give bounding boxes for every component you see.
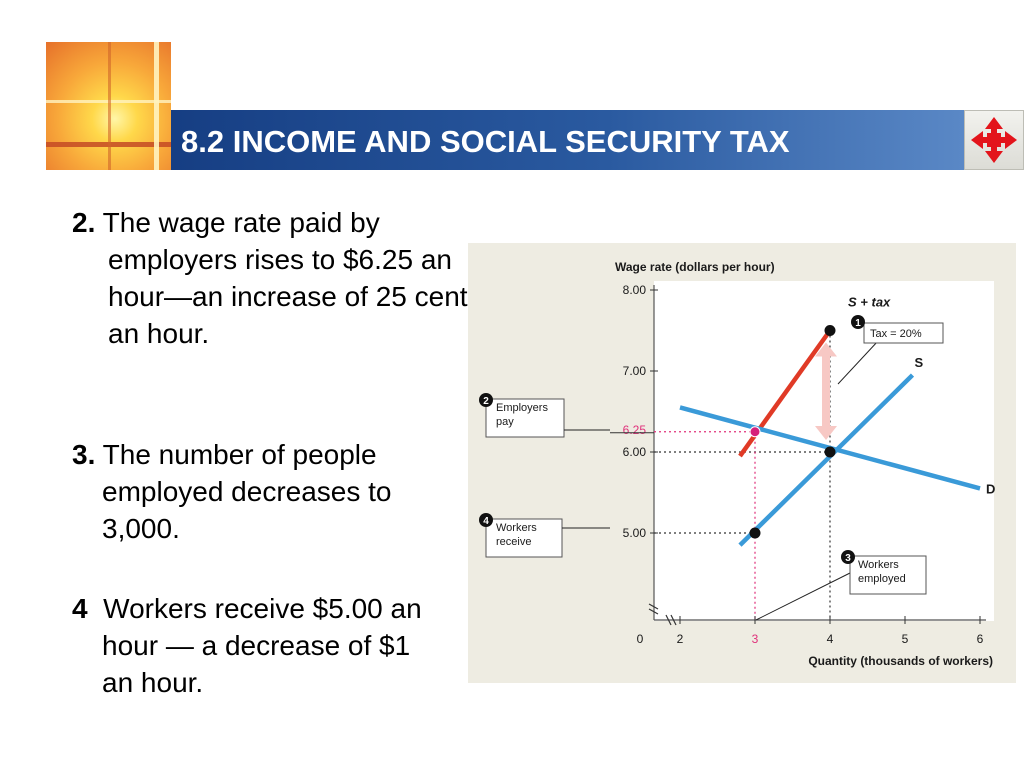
callout-tax-box: [863, 322, 944, 344]
y-tick-label: 8.00: [623, 283, 647, 297]
navigation-button[interactable]: [964, 110, 1024, 170]
callout-receive-box: [485, 518, 563, 558]
callout-marker-number: 4: [483, 516, 489, 527]
callout-tax: 1 Tax = 20%: [837, 315, 944, 385]
callout-tax-leader: [837, 340, 879, 385]
chart-panel: Wage rate (dollars per hour) Quantity (t…: [468, 243, 1016, 683]
labor-market-chart: Wage rate (dollars per hour) Quantity (t…: [479, 260, 995, 668]
callout-workers-receive: 4 Workers receive: [479, 513, 610, 558]
x-axis-break: [665, 614, 677, 626]
y-axis-break: [648, 603, 659, 615]
title-bar: 8.2 INCOME AND SOCIAL SECURITY TAX: [171, 110, 964, 170]
slide-title: 8.2 INCOME AND SOCIAL SECURITY TAX: [181, 124, 790, 159]
callout-marker-number: 3: [845, 553, 851, 564]
y-axis-label: Wage rate (dollars per hour): [615, 260, 775, 274]
bullet-text: Workers receive $5.00 an hour — a decrea…: [102, 593, 422, 698]
tax-arrow-head-up: [815, 342, 837, 357]
callout-employed-box: [849, 555, 927, 595]
data-point: [749, 527, 761, 539]
callout-tax-text: Tax = 20%: [870, 328, 922, 340]
x-tick-label: 4: [827, 632, 834, 646]
tax-arrow-shaft: [822, 352, 830, 430]
callout-marker-number: 1: [855, 318, 861, 329]
bullet-text: The wage rate paid by employers rises to…: [102, 207, 482, 349]
bullet-number: 3.: [72, 439, 96, 470]
data-point: [824, 325, 836, 336]
bullet-item-2: 2. The wage rate paid by employers rises…: [72, 204, 483, 352]
callout-marker-number: 2: [483, 396, 489, 407]
series-line-s: [738, 373, 915, 547]
y-tick-label: 7.00: [623, 364, 647, 378]
x-tick-label: 5: [902, 632, 909, 646]
series-label: S: [915, 355, 924, 370]
callout-employed-text: Workers employed: [858, 559, 906, 585]
x-origin-label: 0: [637, 632, 644, 646]
callout-marker-2: [479, 393, 493, 407]
bullet-item-4: 4 Workers receive $5.00 an hour — a decr…: [72, 590, 432, 701]
y-tick-label-highlight: 6.25: [623, 423, 647, 437]
data-point: [824, 446, 836, 458]
x-tick-label: 3: [752, 632, 759, 646]
bullet-item-3: 3. The number of people employed decreas…: [72, 436, 477, 547]
four-arrow-navigation-icon: [971, 117, 1017, 163]
series-label: S + tax: [848, 295, 891, 310]
callout-receive-text: Workers receive: [496, 522, 537, 548]
data-point: [749, 426, 761, 438]
tax-arrow-head-down: [815, 426, 837, 440]
callout-marker-1: [851, 315, 865, 329]
y-tick-label: 6.00: [623, 445, 647, 459]
x-tick-label: 2: [677, 632, 684, 646]
series-label: D: [986, 481, 995, 496]
callout-employers-box: [485, 398, 565, 438]
callout-workers-employed: 3 Workers employed: [755, 550, 927, 621]
callout-employers-text: Employers pay: [496, 402, 548, 428]
callout-marker-3: [841, 550, 855, 564]
bullet-number: 4: [72, 593, 88, 624]
bullet-text: The number of people employed decreases …: [102, 439, 392, 544]
y-tick-label: 5.00: [623, 526, 647, 540]
callout-employed-leader: [755, 572, 851, 621]
callout-marker-4: [479, 513, 493, 527]
cross-logo-icon: [46, 42, 171, 170]
callout-employers-pay: 2 Employers pay: [479, 393, 610, 438]
x-axis-label: Quantity (thousands of workers): [808, 654, 993, 668]
x-tick-label: 6: [977, 632, 984, 646]
bullet-number: 2.: [72, 207, 96, 238]
